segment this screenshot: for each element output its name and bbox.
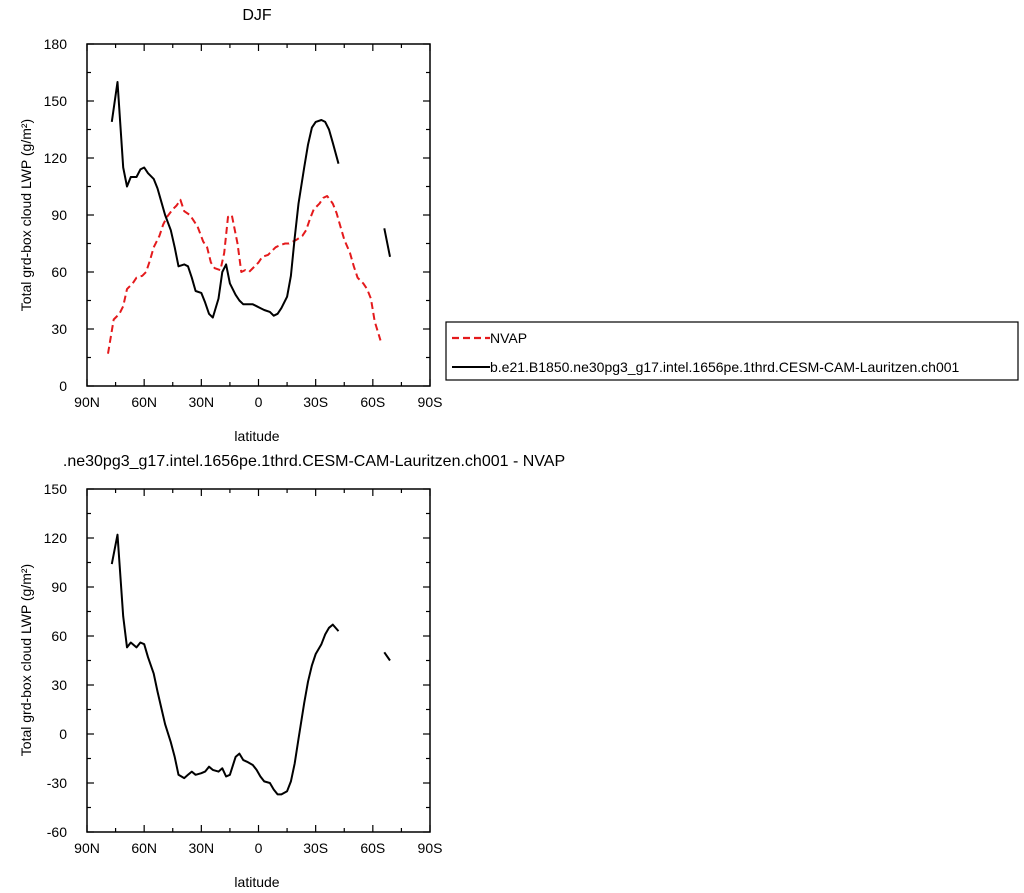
x-tick-label: 60S bbox=[360, 394, 385, 410]
top-series-lines bbox=[107, 81, 391, 354]
top-y-axis-label: Total grd-box cloud LWP (g/m²) bbox=[18, 119, 34, 311]
y-tick-label: 30 bbox=[51, 677, 67, 693]
top-series-line-1 bbox=[110, 81, 391, 319]
x-tick-label: 30N bbox=[188, 394, 214, 410]
x-tick-label: 90N bbox=[74, 840, 100, 856]
bottom-series-line-0 bbox=[110, 533, 391, 796]
top-series-line-0 bbox=[107, 195, 382, 354]
bottom-axis-ticks: 90N 60N 30N 0 30S 60S 90S -60 -30 0 30 60 90 120 150 bbox=[44, 481, 443, 856]
y-tick-label: 0 bbox=[59, 378, 67, 394]
x-tick-label: 90S bbox=[418, 840, 443, 856]
y-tick-label: 30 bbox=[51, 321, 67, 337]
bottom-x-axis-label: latitude bbox=[234, 874, 279, 890]
bottom-series-lines bbox=[110, 533, 391, 796]
y-tick-label: 180 bbox=[44, 36, 68, 52]
top-axis-ticks: 90N 60N 30N 0 30S 60S 90S 0 30 60 90 120 150 180 bbox=[44, 36, 443, 410]
legend-box bbox=[445, 321, 1019, 381]
bottom-plot-frame bbox=[86, 488, 431, 833]
legend: NVAP b.e21.B1850.ne30pg3_g17.intel.1656p… bbox=[445, 321, 1019, 381]
x-tick-label: 60S bbox=[360, 840, 385, 856]
y-tick-label: 0 bbox=[59, 726, 67, 742]
top-panel: DJF latitude Total grd-box cloud LWP (g/… bbox=[18, 7, 442, 444]
legend-label-nvap: NVAP bbox=[490, 330, 527, 346]
legend-label-model: b.e21.B1850.ne30pg3_g17.intel.1656pe.1th… bbox=[490, 359, 960, 375]
top-x-axis-label: latitude bbox=[234, 428, 279, 444]
y-tick-label: -60 bbox=[47, 824, 67, 840]
x-tick-label: 30S bbox=[303, 394, 328, 410]
bottom-panel: .ne30pg3_g17.intel.1656pe.1thrd.CESM-CAM… bbox=[18, 453, 565, 890]
y-tick-label: 90 bbox=[51, 579, 67, 595]
y-tick-label: 120 bbox=[44, 150, 68, 166]
x-tick-label: 0 bbox=[255, 394, 263, 410]
y-tick-label: 60 bbox=[51, 264, 67, 280]
bottom-y-axis-label: Total grd-box cloud LWP (g/m²) bbox=[18, 564, 34, 756]
x-tick-label: 30N bbox=[188, 840, 214, 856]
y-tick-label: 120 bbox=[44, 530, 68, 546]
x-tick-label: 0 bbox=[255, 840, 263, 856]
y-tick-label: 90 bbox=[51, 207, 67, 223]
top-plot-frame bbox=[86, 43, 431, 387]
x-tick-label: 90N bbox=[74, 394, 100, 410]
y-tick-label: -30 bbox=[47, 775, 67, 791]
top-chart-title: DJF bbox=[242, 7, 272, 24]
y-tick-label: 150 bbox=[44, 481, 68, 497]
y-tick-label: 60 bbox=[51, 628, 67, 644]
y-tick-label: 150 bbox=[44, 93, 68, 109]
x-tick-label: 60N bbox=[131, 840, 157, 856]
bottom-chart-title: .ne30pg3_g17.intel.1656pe.1thrd.CESM-CAM… bbox=[63, 453, 565, 470]
x-tick-label: 30S bbox=[303, 840, 328, 856]
x-tick-label: 60N bbox=[131, 394, 157, 410]
x-tick-label: 90S bbox=[418, 394, 443, 410]
